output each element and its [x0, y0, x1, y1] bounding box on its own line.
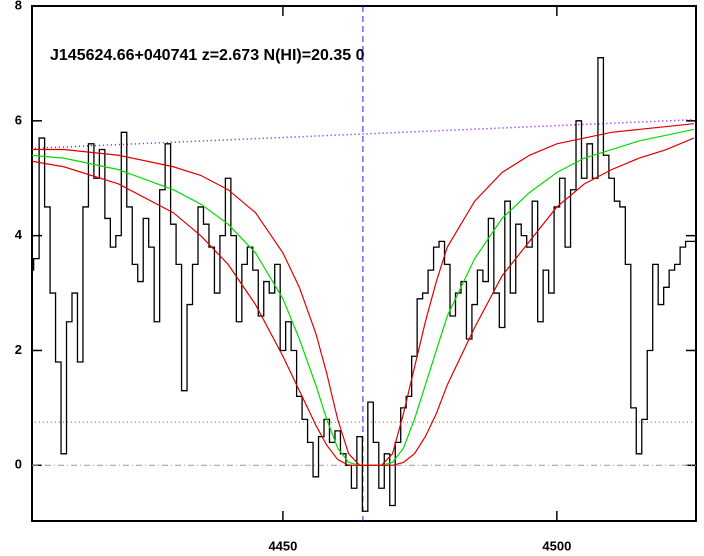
x-tick-label: 4500: [542, 538, 571, 553]
fit-line: [32, 123, 694, 466]
plot-frame: [31, 5, 697, 522]
continuum-line: [32, 118, 694, 150]
y-tick-label: 6: [15, 112, 22, 127]
x-tick-label: 4450: [268, 538, 297, 553]
y-tick-label: 8: [15, 0, 22, 12]
y-tick-label: 4: [15, 227, 23, 242]
y-tick-label: 2: [15, 342, 22, 357]
fit-line: [32, 128, 694, 466]
flux-line: [32, 57, 696, 512]
chart-title: J145624.66+040741 z=2.673 N(HI)=20.35 0: [50, 47, 365, 64]
y-tick-label: 0: [15, 457, 22, 472]
fit-line: [32, 137, 695, 466]
